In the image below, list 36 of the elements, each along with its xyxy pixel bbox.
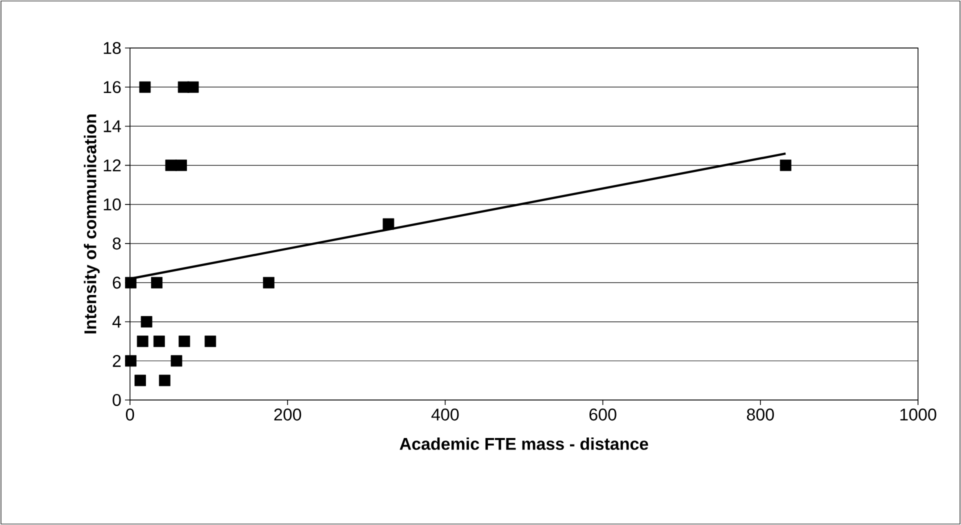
- y-tick-label: 18: [104, 42, 121, 54]
- point: [262, 276, 274, 288]
- point: [140, 316, 152, 328]
- point: [139, 81, 151, 93]
- x-tick-label: 800: [746, 408, 774, 421]
- point: [125, 355, 136, 367]
- y-tick-label: 6: [112, 276, 121, 289]
- y-tick-label: 4: [112, 316, 121, 328]
- point: [204, 336, 216, 348]
- y-tick-label: 2: [112, 354, 121, 367]
- x-tick-label: 600: [589, 408, 616, 421]
- point: [134, 374, 146, 386]
- point: [151, 276, 162, 288]
- y-tick-label: 16: [104, 81, 121, 94]
- point: [178, 336, 190, 348]
- point: [136, 336, 148, 348]
- point: [187, 81, 199, 93]
- point: [780, 160, 792, 172]
- x-tick-label: 1000: [900, 408, 936, 421]
- x-axis-title: Academic FTE mass - distance: [400, 437, 648, 450]
- point: [125, 276, 136, 288]
- x-tick-label: 400: [431, 408, 459, 421]
- y-tick-label: 14: [104, 120, 121, 132]
- point: [382, 218, 394, 230]
- x-tick-label: 0: [126, 408, 134, 421]
- y-tick-label: 12: [104, 159, 121, 172]
- x-tick-label: 200: [274, 408, 302, 421]
- point: [158, 374, 170, 386]
- point: [176, 160, 187, 172]
- point: [153, 336, 165, 348]
- point: [170, 355, 182, 367]
- y-axis-title: Intensity of communication: [84, 114, 100, 334]
- point: [165, 160, 177, 172]
- y-tick-label: 0: [112, 394, 121, 406]
- y-tick-label: 10: [104, 198, 121, 210]
- y-tick-label: 8: [112, 238, 121, 250]
